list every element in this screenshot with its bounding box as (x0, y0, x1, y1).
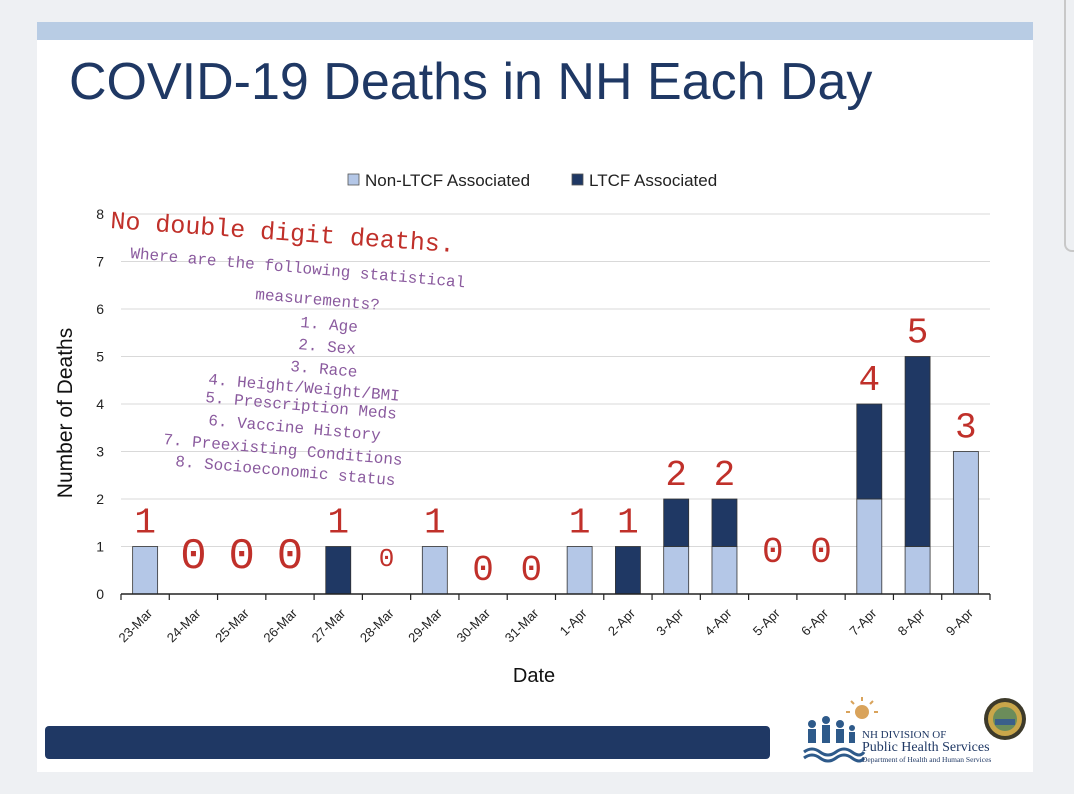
bar-non-ltcf (421, 546, 448, 595)
people-sun-icon (803, 697, 878, 763)
legend: Non-LTCF Associated LTCF Associated (347, 171, 717, 190)
daily-total-label: 1 (134, 503, 156, 544)
x-tick-label: 31-Mar (502, 605, 542, 645)
x-tick-label: 3-Apr (653, 605, 687, 639)
bar-ltcf (856, 403, 883, 500)
logo-line2: Public Health Services (862, 740, 990, 755)
x-tick-label: 25-Mar (212, 605, 252, 645)
daily-total-label: 2 (665, 455, 687, 496)
bar-non-ltcf (663, 546, 690, 595)
nh-dphs-logo: NH DIVISION OF Public Health Services De… (803, 697, 1026, 764)
scroll-edge (1064, 0, 1074, 252)
bars (132, 356, 979, 595)
x-tick-label: 27-Mar (309, 605, 349, 645)
y-tick-label: 3 (96, 444, 104, 460)
question-line: 2. Sex (298, 336, 357, 359)
x-tick-label: 30-Mar (453, 605, 493, 645)
slide: COVID-19 Deaths in NH Each Day (37, 22, 1033, 772)
x-axis-title: Date (513, 665, 555, 687)
legend-swatch-ltcf (571, 173, 584, 186)
x-tick-label: 1-Apr (557, 605, 591, 639)
y-tick-label: 7 (96, 254, 104, 270)
x-tick-label: 4-Apr (702, 605, 736, 639)
question-line: 1. Age (300, 314, 359, 337)
x-tick-label: 26-Mar (260, 605, 300, 645)
gridlines (121, 213, 990, 547)
x-tick-label: 24-Mar (164, 605, 204, 645)
top-band (37, 22, 1033, 40)
daily-total-label: 3 (955, 408, 977, 449)
daily-total-label: 1 (569, 503, 591, 544)
y-tick-label: 0 (96, 586, 104, 602)
daily-total-label: 1 (424, 503, 446, 544)
legend-label-non-ltcf: Non-LTCF Associated (365, 171, 530, 190)
page-title: COVID-19 Deaths in NH Each Day (69, 53, 873, 111)
daily-total-label: 1 (327, 503, 349, 544)
daily-total-label: 5 (907, 313, 929, 354)
bar-non-ltcf (566, 546, 593, 595)
x-tick-label: 8-Apr (895, 605, 929, 639)
daily-total-label: 2 (714, 455, 736, 496)
daily-total-label: 0 (180, 532, 206, 582)
bar-ltcf (663, 498, 690, 547)
x-tick-label: 2-Apr (605, 605, 639, 639)
bar-non-ltcf (952, 451, 979, 595)
daily-total-label: 0 (810, 532, 832, 573)
y-tick-label: 4 (96, 396, 104, 412)
y-tick-label: 2 (96, 491, 104, 507)
x-tick-label: 29-Mar (405, 605, 445, 645)
question-line: measurements? (255, 286, 381, 315)
bar-non-ltcf (711, 546, 738, 595)
bar-ltcf (325, 546, 352, 595)
state-seal-icon (984, 698, 1026, 740)
logo-line1: NH DIVISION OF (862, 729, 946, 741)
bar-non-ltcf (904, 546, 931, 595)
questions-annotation: Where are the following statisticalmeasu… (130, 245, 466, 490)
daily-total-label: 0 (379, 544, 395, 574)
x-tick-label: 6-Apr (798, 605, 832, 639)
x-tick-label: 5-Apr (750, 605, 784, 639)
bar-ltcf (615, 546, 641, 595)
x-tick-label: 7-Apr (846, 605, 880, 639)
logo-line3: Department of Health and Human Services (862, 755, 991, 764)
daily-total-label: 0 (762, 532, 784, 573)
bar-ltcf (711, 498, 738, 547)
daily-total-label: 0 (472, 550, 494, 591)
x-tick-label: 28-Mar (357, 605, 397, 645)
daily-total-label: 1 (617, 503, 639, 544)
bar-non-ltcf (856, 498, 883, 595)
legend-label-ltcf: LTCF Associated (589, 171, 717, 190)
legend-swatch-non-ltcf (347, 173, 360, 186)
daily-total-label: 4 (859, 360, 881, 401)
y-tick-label: 5 (96, 349, 104, 365)
question-line: 3. Race (290, 358, 359, 382)
daily-total-label: 0 (277, 532, 303, 582)
y-axis-title: Number of Deaths (54, 328, 77, 498)
footer-bar (45, 726, 770, 759)
bar-non-ltcf (132, 546, 159, 595)
y-tick-label: 8 (96, 206, 104, 222)
daily-total-label: 0 (521, 550, 543, 591)
y-tick-label: 6 (96, 301, 104, 317)
y-tick-label: 1 (96, 539, 104, 555)
x-tick-label: 23-Mar (116, 605, 156, 645)
bar-ltcf (904, 356, 931, 547)
x-tick-label: 9-Apr (943, 605, 977, 639)
daily-total-label: 0 (228, 532, 254, 582)
